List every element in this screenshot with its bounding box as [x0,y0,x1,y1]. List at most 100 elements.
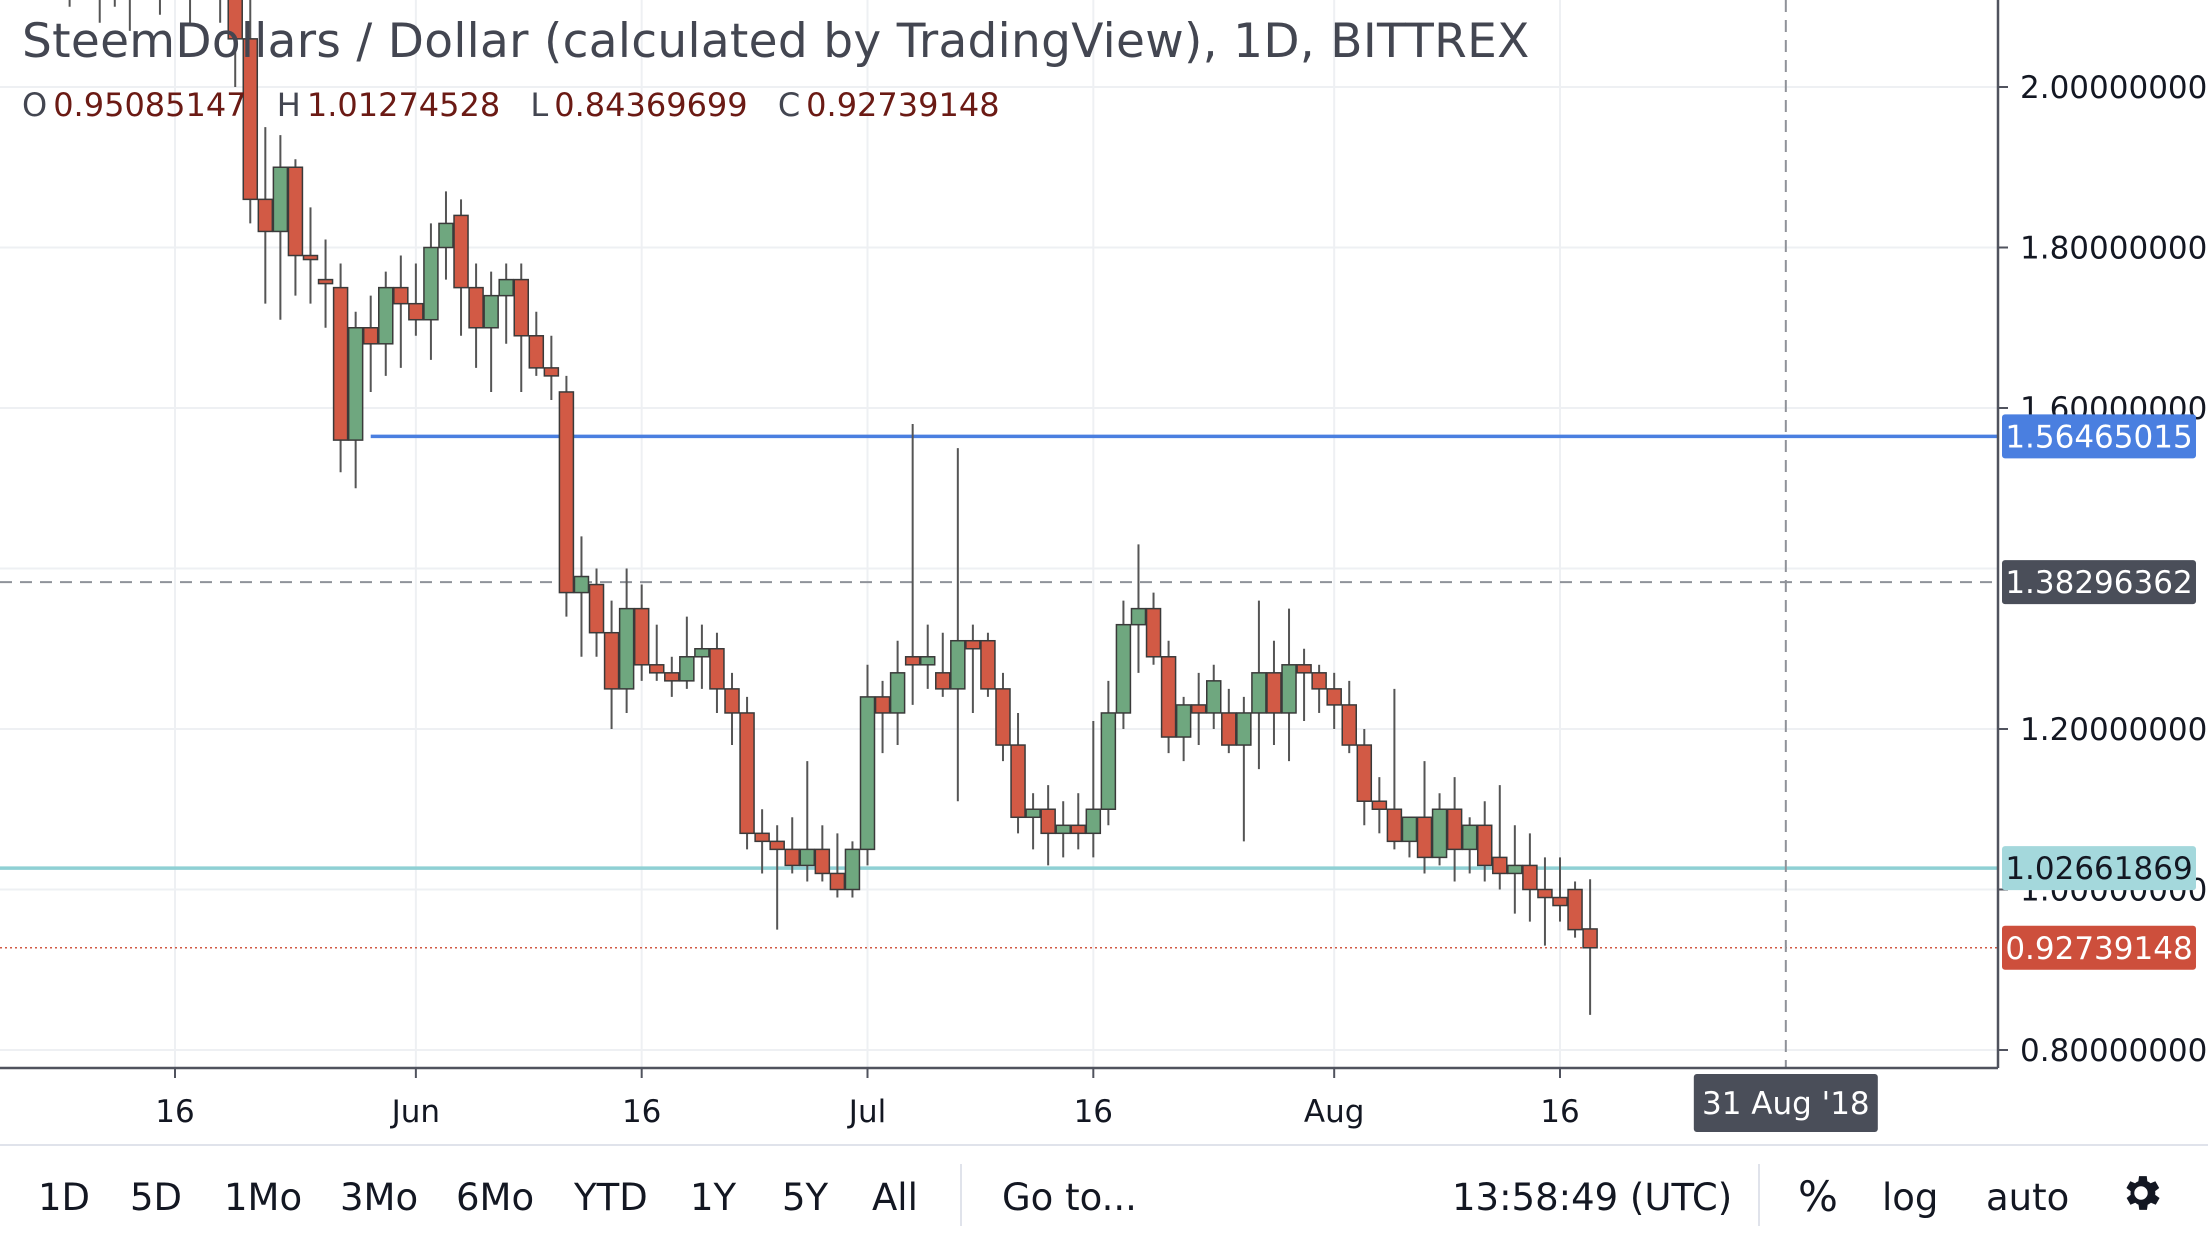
candle[interactable] [543,335,560,400]
candle[interactable] [213,0,227,23]
candle[interactable] [272,135,289,320]
candle[interactable] [1567,881,1583,938]
candle[interactable] [362,295,379,392]
candle[interactable] [183,0,197,23]
candle[interactable] [468,263,484,368]
range-3mo-button[interactable]: 3Mo [340,1176,419,1219]
candle[interactable] [694,624,710,689]
candle[interactable] [965,624,981,713]
candle[interactable] [1100,680,1117,826]
candle[interactable] [679,616,695,689]
candle[interactable] [1492,785,1508,890]
candle[interactable] [1085,720,1102,858]
candle[interactable] [648,624,665,681]
candle[interactable] [1552,857,1568,922]
candle[interactable] [995,672,1011,762]
range-all-button[interactable]: All [872,1176,918,1219]
candle[interactable] [1386,688,1403,850]
candle[interactable] [1401,816,1418,858]
candle[interactable] [63,0,77,7]
range-1mo-button[interactable]: 1Mo [224,1176,303,1219]
horizontal-lines[interactable] [0,434,1998,949]
candle[interactable] [935,632,951,697]
candle[interactable] [317,239,334,328]
candle[interactable] [1296,648,1312,721]
candle[interactable] [1190,672,1207,746]
candle[interactable] [302,207,319,304]
candle[interactable] [709,632,725,713]
candle[interactable] [1010,712,1026,834]
candle[interactable] [1507,825,1523,914]
candle[interactable] [498,263,514,344]
candle[interactable] [904,424,921,705]
candle[interactable] [739,696,755,850]
candle[interactable] [227,0,243,87]
candle[interactable] [618,568,635,713]
candle[interactable] [603,600,620,729]
candle[interactable] [423,223,439,360]
candle[interactable] [1055,801,1071,858]
candle[interactable] [378,271,394,376]
candle[interactable] [633,584,650,681]
candle[interactable] [1175,696,1192,762]
candle[interactable] [1145,592,1162,665]
candle[interactable] [1356,729,1373,826]
candle[interactable] [1326,672,1342,729]
candle[interactable] [453,199,469,336]
candle[interactable] [1251,600,1267,770]
candle[interactable] [1446,777,1463,882]
candle[interactable] [844,841,861,898]
candle[interactable] [1431,793,1448,866]
candle[interactable] [123,0,137,31]
candle[interactable] [1281,608,1297,762]
percent-scale-toggle[interactable]: % [1798,1172,1838,1221]
range-1d-button[interactable]: 1D [38,1176,91,1219]
candle[interactable] [242,0,259,224]
candle[interactable] [1115,600,1132,729]
candle[interactable] [513,263,529,392]
candle[interactable] [950,448,966,802]
candle[interactable] [438,191,454,280]
candle[interactable] [1461,817,1478,874]
candle[interactable] [1476,801,1493,882]
candle[interactable] [724,672,740,746]
candle[interactable] [859,664,876,866]
candle[interactable] [814,825,831,882]
candle[interactable] [1371,777,1388,834]
candle[interactable] [1040,785,1056,866]
goto-date-button[interactable]: Go to... [1002,1176,1137,1219]
candle[interactable] [829,833,846,898]
range-5d-button[interactable]: 5D [130,1176,183,1219]
candle[interactable] [1236,696,1252,842]
candle[interactable] [1160,640,1177,754]
candle[interactable] [93,0,107,23]
candle[interactable] [769,825,785,930]
candle[interactable] [528,311,545,376]
candle[interactable] [664,656,680,697]
candle[interactable] [153,0,167,15]
candle[interactable] [784,817,800,874]
candle[interactable] [483,271,499,392]
candle[interactable] [1130,544,1147,673]
candle[interactable] [889,640,906,746]
candle[interactable] [573,536,590,657]
candle[interactable] [347,311,364,489]
chart-area[interactable]: 2.000000001.800000001.600000001.20000000… [0,0,2208,1140]
candle[interactable] [408,263,424,336]
candle[interactable] [1537,857,1553,946]
candle[interactable] [1582,879,1598,1015]
candle[interactable] [799,761,816,882]
candle[interactable] [980,632,996,697]
range-1y-button[interactable]: 1Y [690,1176,737,1219]
gear-icon[interactable] [2118,1170,2164,1225]
log-scale-toggle[interactable]: log [1882,1176,1939,1219]
candle[interactable] [1206,664,1222,729]
candle[interactable] [1221,688,1237,754]
candle[interactable] [287,159,304,296]
auto-scale-toggle[interactable]: auto [1986,1176,2070,1219]
candle[interactable] [1266,640,1282,746]
candle[interactable] [919,624,936,689]
candle[interactable] [558,375,575,617]
candle[interactable] [1416,761,1433,874]
candle[interactable] [1522,833,1538,922]
